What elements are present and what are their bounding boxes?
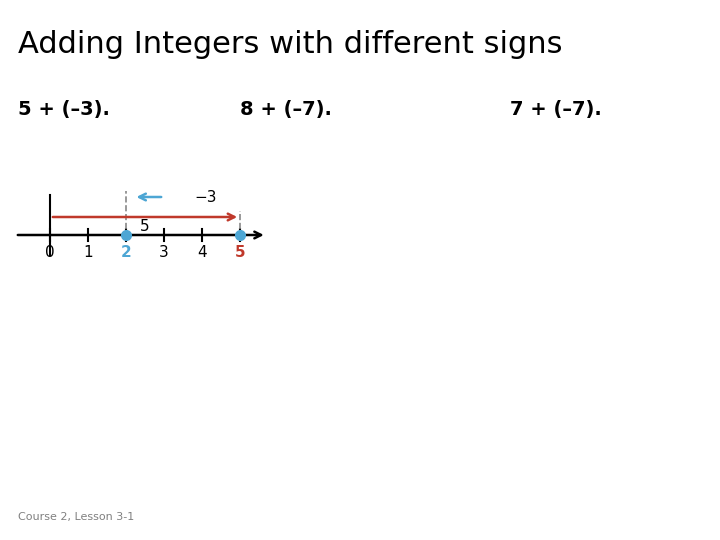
Text: 8 + (–7).: 8 + (–7). [240,100,332,119]
Text: Adding Integers with different signs: Adding Integers with different signs [18,30,562,59]
Text: 2: 2 [121,245,131,260]
Text: 1: 1 [84,245,93,260]
Text: 7 + (–7).: 7 + (–7). [510,100,602,119]
Text: 5 + (–3).: 5 + (–3). [18,100,110,119]
Text: 0: 0 [45,245,55,260]
Text: 4: 4 [197,245,207,260]
Text: Course 2, Lesson 3-1: Course 2, Lesson 3-1 [18,512,134,522]
Text: −3: −3 [194,190,217,205]
Text: 5: 5 [235,245,246,260]
Text: 5: 5 [140,219,150,234]
Text: 3: 3 [159,245,169,260]
